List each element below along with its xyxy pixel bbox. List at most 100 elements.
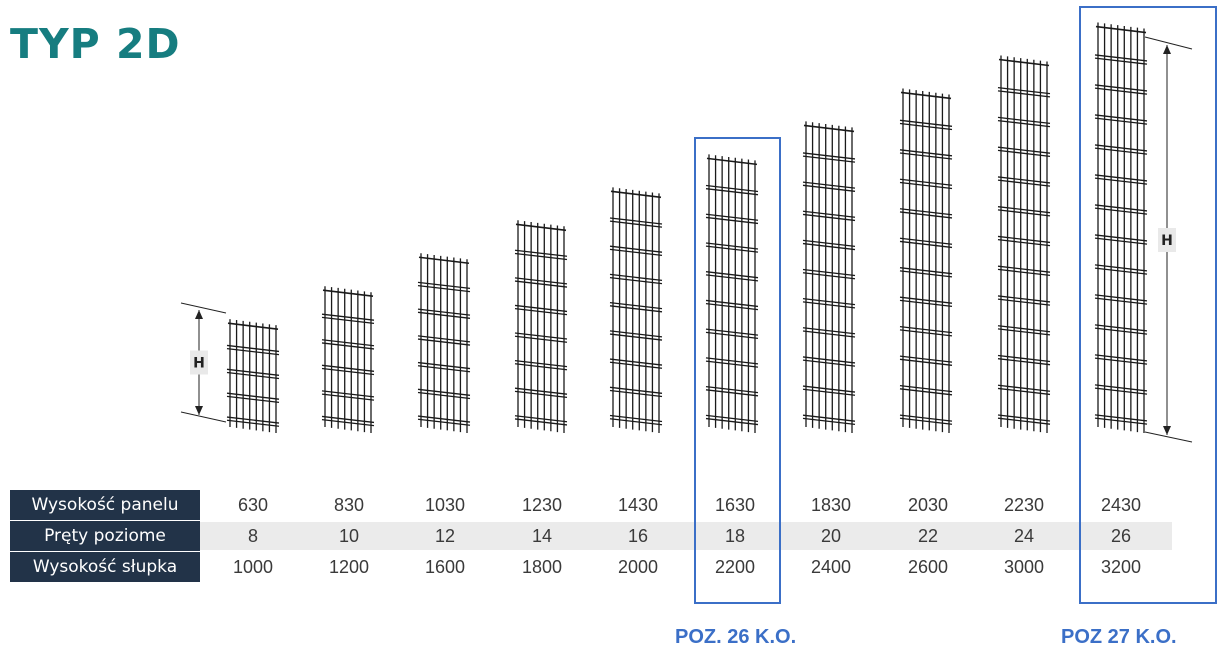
horizontal-wire	[899, 414, 953, 422]
table-cell: 20	[820, 525, 842, 546]
table-cell: 14	[531, 525, 553, 546]
horizontal-wire	[899, 326, 953, 334]
table-cell: 2400	[810, 556, 852, 577]
horizontal-wire	[997, 209, 1051, 217]
horizontal-wire	[899, 358, 953, 366]
table-row-panel-height: Wysokość panelu 630 830 1030 1230 1430 1…	[10, 490, 1172, 520]
horizontal-wire	[417, 391, 471, 400]
horizontal-wire	[899, 388, 953, 396]
fence-panel	[705, 154, 759, 433]
horizontal-wire	[802, 181, 856, 189]
horizontal-wire	[899, 329, 953, 337]
horizontal-wire	[417, 284, 471, 293]
horizontal-wire	[997, 146, 1051, 154]
horizontal-wire	[899, 211, 953, 219]
horizontal-wire	[997, 295, 1051, 303]
top-wire	[706, 157, 758, 166]
horizontal-wire	[899, 240, 953, 249]
horizontal-wire	[1094, 294, 1148, 302]
table-cell: 3000	[1003, 556, 1045, 577]
horizontal-wire	[997, 387, 1051, 396]
horizontal-wire	[705, 389, 759, 397]
horizontal-wire	[802, 327, 856, 335]
horizontal-wire	[899, 178, 953, 186]
horizontal-wire	[609, 217, 663, 225]
horizontal-wire	[997, 384, 1051, 392]
extension-line	[1144, 36, 1193, 50]
horizontal-wire	[1094, 84, 1148, 92]
horizontal-wire	[514, 390, 568, 399]
horizontal-wire	[417, 365, 471, 373]
table-cell: 12	[434, 525, 456, 546]
table-cell: 1630	[714, 494, 756, 515]
horizontal-wire	[705, 213, 759, 221]
horizontal-wire	[514, 332, 568, 340]
horizontal-wire	[1094, 237, 1148, 245]
row-label-post-height: Wysokość słupka	[10, 552, 200, 582]
horizontal-wire	[997, 417, 1051, 425]
horizontal-wire	[997, 90, 1051, 98]
horizontal-wire	[997, 265, 1051, 273]
dimension-h-large: H	[1144, 36, 1193, 443]
horizontal-wire	[705, 274, 759, 282]
horizontal-wire	[705, 328, 759, 336]
top-wire	[900, 91, 952, 100]
horizontal-wire	[997, 206, 1051, 214]
horizontal-wire	[1094, 297, 1148, 305]
horizontal-wire	[417, 335, 471, 343]
horizontal-wire	[609, 386, 663, 394]
table-cell: 1430	[617, 494, 659, 515]
fence-panel	[417, 253, 471, 433]
table-cell: 2030	[907, 494, 949, 515]
table-cell: 1030	[424, 494, 466, 515]
horizontal-wire	[417, 388, 471, 396]
horizontal-wire	[899, 149, 953, 157]
fence-panel	[802, 121, 856, 433]
dimension-h-small: H	[180, 302, 227, 423]
table-cell: 24	[1013, 525, 1035, 546]
table-cell: 10	[338, 525, 360, 546]
horizontal-wire	[802, 414, 856, 422]
fence-panels-illustration: HH	[180, 22, 1193, 443]
horizontal-wire	[514, 415, 568, 423]
horizontal-wire	[321, 367, 375, 376]
horizontal-wire	[514, 280, 568, 288]
horizontal-wire	[609, 358, 663, 366]
arrow-up-icon	[1163, 45, 1171, 54]
horizontal-wire	[1094, 207, 1148, 215]
horizontal-wire	[417, 338, 471, 346]
horizontal-wire	[321, 419, 375, 427]
horizontal-wire	[802, 155, 856, 163]
horizontal-wire	[609, 305, 663, 313]
horizontal-wire	[514, 252, 568, 261]
dimension-label: H	[193, 356, 205, 372]
horizontal-wire	[1094, 144, 1148, 152]
horizontal-wire	[1094, 267, 1148, 275]
horizontal-wire	[609, 220, 663, 228]
horizontal-wire	[899, 119, 953, 127]
horizontal-wire	[226, 371, 280, 380]
horizontal-wire	[802, 268, 856, 277]
horizontal-wire	[609, 333, 663, 341]
horizontal-wire	[802, 385, 856, 393]
horizontal-wire	[705, 184, 759, 193]
horizontal-wire	[321, 313, 375, 321]
horizontal-wire	[802, 210, 856, 218]
fence-panel	[226, 319, 280, 433]
horizontal-wire	[997, 179, 1051, 187]
top-wire	[998, 58, 1050, 67]
extension-line	[180, 302, 227, 314]
top-wire	[610, 190, 662, 199]
horizontal-wire	[609, 273, 663, 282]
horizontal-wire	[321, 339, 375, 347]
fence-panel	[1094, 22, 1148, 433]
horizontal-wire	[226, 392, 280, 400]
horizontal-wire	[417, 418, 471, 426]
arrow-down-icon	[1163, 426, 1171, 435]
horizontal-wire	[997, 298, 1051, 306]
horizontal-wire	[514, 304, 568, 313]
horizontal-wire	[609, 414, 663, 423]
horizontal-wire	[609, 276, 663, 285]
horizontal-wire	[1094, 234, 1148, 242]
horizontal-wire	[321, 342, 375, 350]
